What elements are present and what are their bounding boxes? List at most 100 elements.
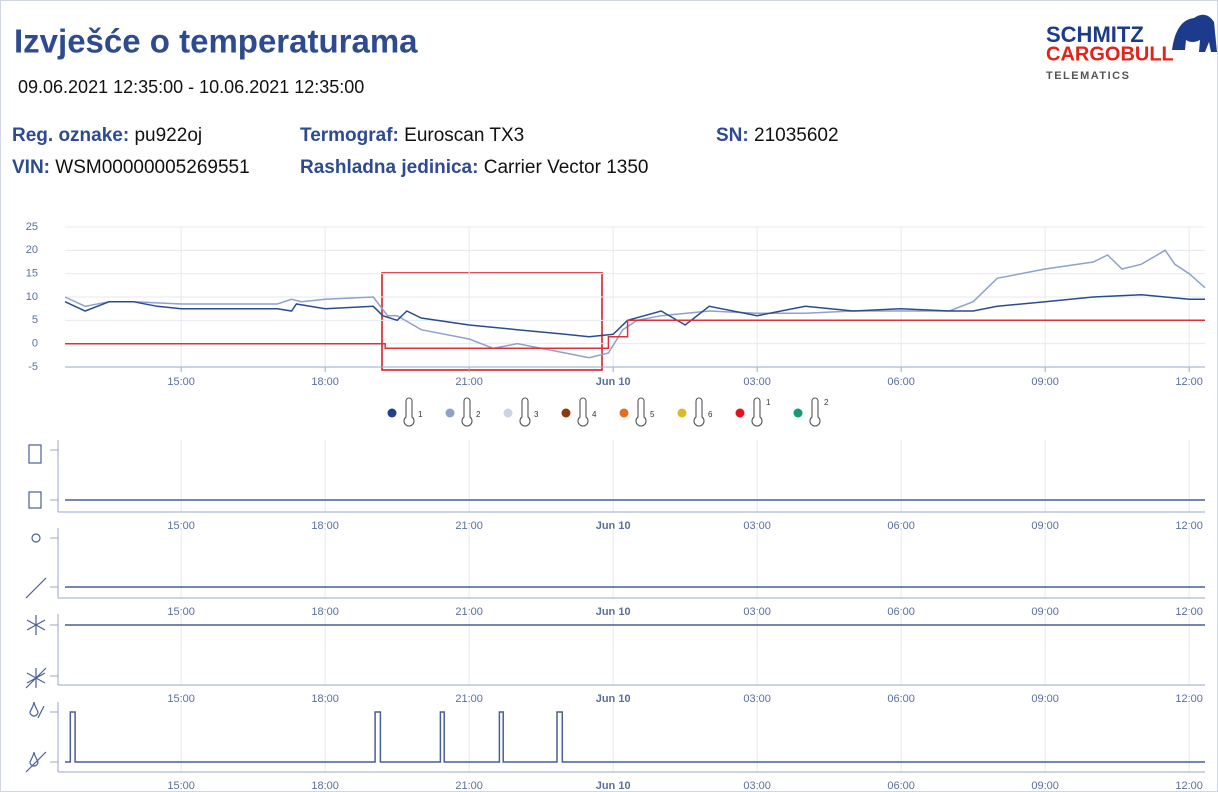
x-tick-label: 06:00 [887,376,915,388]
series-line [65,319,1205,350]
drain-on-icon [29,701,45,719]
field-value: WSM00000005269551 [55,157,249,178]
field: Termograf: Euroscan TX3 [300,125,524,146]
x-tick-label: Jun 10 [596,606,631,618]
logo-line1: SCHMITZ [1046,22,1144,47]
x-tick-label: Jun 10 [596,693,631,705]
x-tick-label: 15:00 [167,606,195,618]
x-tick-label: 21:00 [455,520,483,532]
power-off-icon [25,577,47,599]
panel-icons [25,444,47,773]
legend-label: 2 [476,410,481,419]
field-value: Carrier Vector 1350 [484,157,649,178]
x-tick-label: 06:00 [887,780,915,792]
y-tick-label: 20 [26,244,38,256]
thermometer-icon [403,397,415,427]
x-tick-label: 18:00 [311,520,339,532]
x-tick-label: 12:00 [1175,693,1203,705]
series-line [64,249,1206,359]
legend-label: 3 [534,410,539,419]
thermometer-icon [809,397,821,427]
x-tick-label: 09:00 [1031,693,1059,705]
x-tick-label: 12:00 [1175,606,1203,618]
x-tick-label: 21:00 [455,606,483,618]
thermometer-icon [693,397,705,427]
x-tick-label: 12:00 [1175,376,1203,388]
y-tick-label: 25 [26,221,38,233]
x-tick-label: 21:00 [455,693,483,705]
x-tick-label: 03:00 [743,780,771,792]
x-tick-label: 03:00 [743,606,771,618]
x-tick-label: 06:00 [887,520,915,532]
thermometer-icon [461,397,473,427]
y-tick-label: 0 [32,338,38,350]
field: Reg. oznake: pu922oj [12,125,202,146]
legend-label: 1 [766,398,771,407]
x-tick-label: Jun 10 [596,780,631,792]
defrost-off-icon [25,667,47,689]
field-label: SN: [716,125,749,146]
legend-label: 6 [708,410,713,419]
thermometer-icon [635,397,647,427]
legend-swatch [503,408,513,418]
x-tick-label: 09:00 [1031,376,1059,388]
x-tick-label: 12:00 [1175,780,1203,792]
defrost-on-icon [26,615,46,635]
highlight-box [381,272,603,371]
legend-swatch [793,408,803,418]
x-tick-label: Jun 10 [596,520,631,532]
field-value: Euroscan TX3 [404,125,524,146]
field-value: 21035602 [754,125,839,146]
x-tick-label: 03:00 [743,376,771,388]
y-tick-label: 15 [26,268,38,280]
field: Rashladna jedinica: Carrier Vector 1350 [300,157,648,178]
x-tick-label: 21:00 [455,780,483,792]
x-tick-label: 15:00 [167,376,195,388]
field-label: Termograf: [300,125,399,146]
title: Izvješće o temperaturama [14,23,418,60]
logo-line3: TELEMATICS [1046,70,1130,82]
x-tick-label: 18:00 [311,693,339,705]
legend-swatch [387,408,397,418]
x-tick-label: 09:00 [1031,606,1059,618]
series-line [64,293,1205,338]
legend-label: 5 [650,410,655,419]
x-tick-label: 15:00 [167,520,195,532]
y-tick-label: -5 [28,361,38,373]
x-tick-label: 21:00 [455,376,483,388]
field-value: pu922oj [134,125,202,146]
legend-label: 4 [592,410,597,419]
logo-line2: CARGOBULL [1046,43,1174,65]
door-open-icon [28,444,42,464]
field-label: Rashladna jedinica: [300,157,478,178]
field: VIN: WSM00000005269551 [12,157,250,178]
x-tick-label: 18:00 [311,606,339,618]
x-tick-label: 03:00 [743,693,771,705]
thermometer-icon [751,397,763,427]
thermometer-icon [519,397,531,427]
power-on-icon [31,533,41,543]
field-label: VIN: [12,157,50,178]
x-tick-label: 15:00 [167,693,195,705]
x-tick-label: 12:00 [1175,520,1203,532]
x-tick-label: 09:00 [1031,780,1059,792]
legend-swatch [677,408,687,418]
x-tick-label: 09:00 [1031,520,1059,532]
x-tick-label: 18:00 [311,780,339,792]
legend-label: 1 [418,410,423,419]
period: 09.06.2021 12:35:00 - 10.06.2021 12:35:0… [18,77,364,97]
x-tick-label: 18:00 [311,376,339,388]
logo-elephant [1172,14,1217,53]
field-label: Reg. oznake: [12,125,129,146]
legend-swatch [735,408,745,418]
drain-off-icon [25,751,47,773]
x-tick-label: Jun 10 [596,376,631,388]
legend-swatch [561,408,571,418]
y-tick-label: 10 [26,291,38,303]
door-closed-icon [28,491,42,509]
thermometer-icon [577,397,589,427]
state-line [65,711,1205,763]
x-tick-label: 06:00 [887,693,915,705]
legend: 1 2 3 4 5 6 1 2 [387,397,829,427]
y-tick-label: 5 [32,314,38,326]
